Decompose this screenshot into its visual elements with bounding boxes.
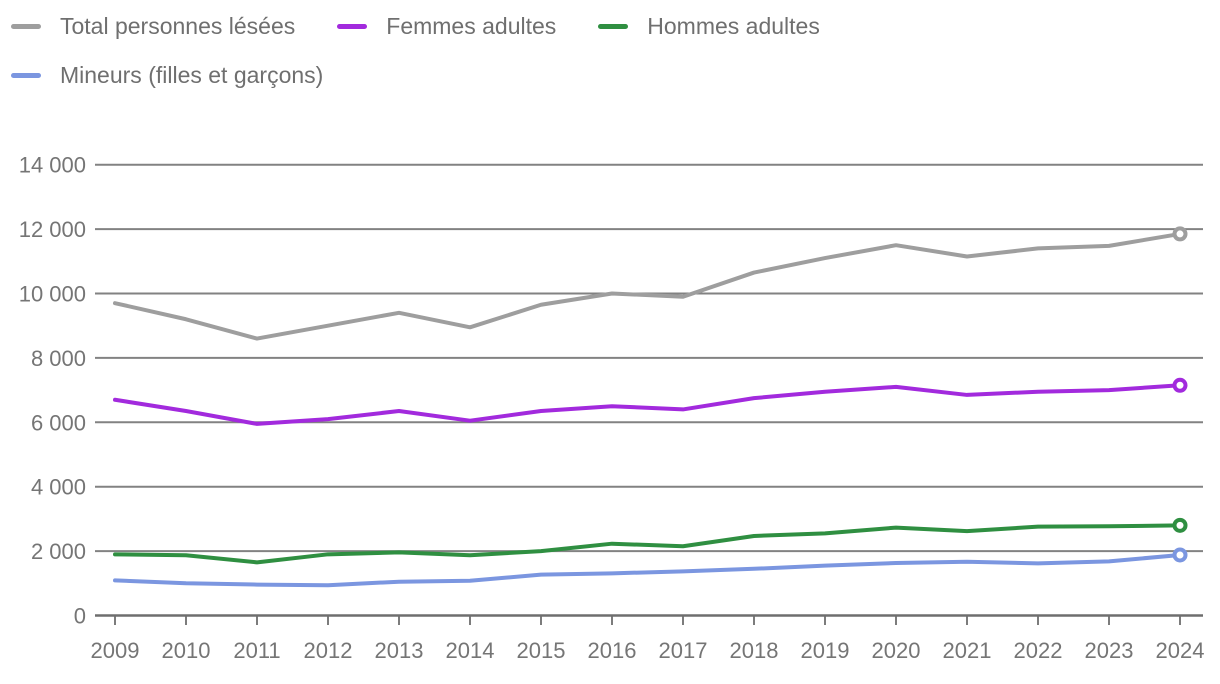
legend-item-0: Total personnes lésées (11, 13, 295, 40)
series-line-total-personnes-lesees (113, 231, 1182, 341)
x-tick-label: 2012 (304, 638, 353, 663)
x-tick-label: 2023 (1085, 638, 1134, 663)
series-end-marker-mineurs-filles-et-garcons (1172, 547, 1188, 563)
x-tick-label: 2022 (1014, 638, 1063, 663)
series-line-femmes-adultes (113, 383, 1182, 426)
x-tick-label: 2011 (233, 638, 280, 663)
legend-item-1: Femmes adultes (337, 13, 556, 40)
series-end-marker-total-personnes-lesees (1172, 226, 1188, 242)
x-tick-label: 2021 (943, 638, 992, 663)
legend-label: Femmes adultes (386, 13, 557, 39)
series-line-hommes-adultes (113, 523, 1182, 565)
y-axis-labels: 0 2 000 4 000 6 000 8 000 10 000 12 000 14 000 (19, 153, 86, 629)
legend-label: Mineurs (filles et garçons) (60, 62, 324, 88)
x-tick-label: 2018 (730, 638, 779, 663)
legend-swatch-icon (11, 73, 41, 78)
x-tick-label: 2013 (375, 638, 424, 663)
legend-swatch-icon (337, 24, 368, 29)
y-tick-label: 10 000 (19, 282, 86, 307)
y-tick-label: 8 000 (31, 346, 86, 371)
x-tick-label: 2014 (446, 638, 495, 663)
x-tick-label: 2009 (91, 638, 140, 663)
legend-item-2: Hommes adultes (598, 13, 820, 40)
series-line-mineurs-filles-et-garcons (113, 552, 1182, 588)
x-tick-label: 2017 (659, 638, 708, 663)
gridlines (95, 163, 1203, 553)
x-axis-labels: 2009 2010 2011 2012 2013 2014 2015 2016 2017 2018… (91, 638, 1205, 663)
legend-label: Hommes adultes (647, 13, 820, 39)
series-lines (113, 226, 1188, 588)
y-tick-label: 12 000 (19, 217, 86, 242)
y-tick-label: 0 (74, 604, 86, 629)
x-tick-label: 2019 (801, 638, 850, 663)
chart-legend: Total personnes lésées Femmes adultes Homm… (11, 13, 1161, 89)
y-tick-label: 2 000 (31, 539, 86, 564)
x-tick-label: 2015 (517, 638, 566, 663)
series-end-marker-femmes-adultes (1172, 377, 1188, 393)
legend-swatch-icon (598, 24, 629, 29)
legend-label: Total personnes lésées (60, 13, 296, 39)
series-end-marker-hommes-adultes (1172, 517, 1188, 533)
x-axis (95, 614, 1203, 625)
x-tick-label: 2016 (588, 638, 637, 663)
legend-item-3: Mineurs (filles et garçons) (11, 62, 323, 89)
legend-swatch-icon (11, 24, 41, 29)
x-tick-label: 2024 (1156, 638, 1205, 663)
y-tick-label: 14 000 (19, 153, 86, 178)
x-tick-label: 2010 (162, 638, 211, 663)
x-tick-label: 2020 (872, 638, 921, 663)
y-tick-label: 6 000 (31, 410, 86, 435)
y-tick-label: 4 000 (31, 475, 86, 500)
